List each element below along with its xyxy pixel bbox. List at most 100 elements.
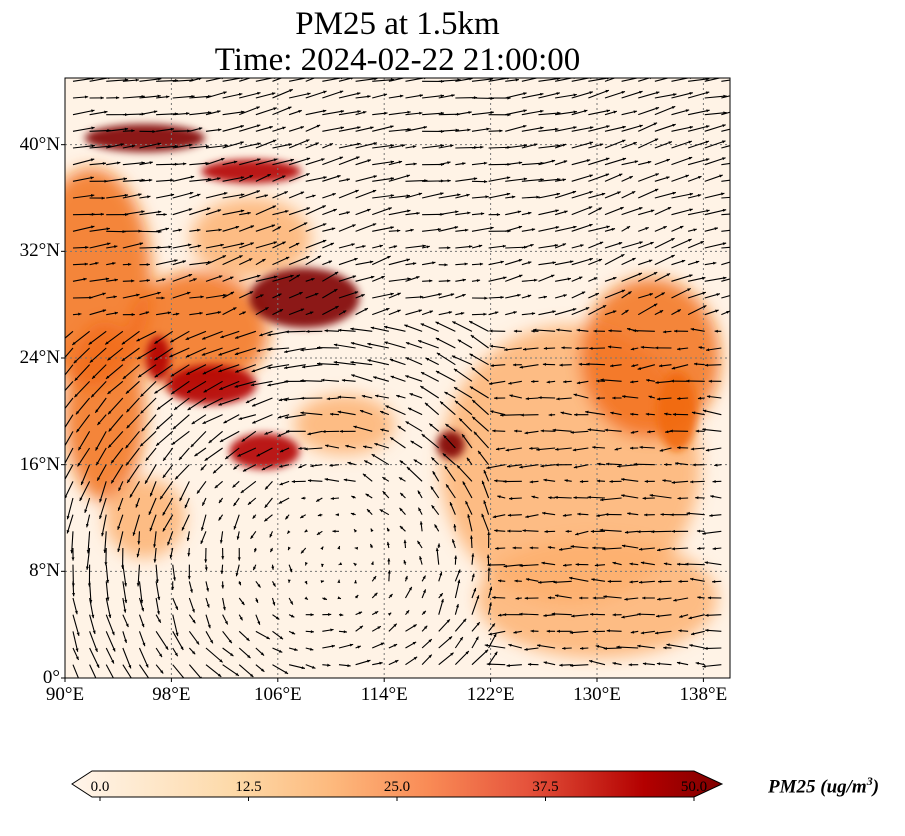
wind-arrow — [338, 257, 358, 266]
wind-arrow-head — [217, 311, 222, 315]
wind-arrow-head — [444, 465, 448, 470]
wind-arrow — [139, 230, 162, 233]
wind-arrow-head — [659, 364, 663, 368]
wind-arrow-head — [390, 226, 394, 230]
wind-arrow-head — [612, 661, 616, 665]
wind-arrow-head — [78, 312, 82, 316]
wind-arrow-head — [523, 124, 527, 128]
wind-arrow-head — [518, 259, 523, 262]
wind-arrow-head — [672, 123, 676, 127]
wind-arrow-head — [329, 463, 333, 467]
wind-arrow-head — [601, 192, 606, 196]
wind-arrow-head — [614, 447, 619, 451]
wind-arrow-head — [61, 430, 64, 433]
wind-arrow — [65, 380, 74, 392]
wind-arrow — [159, 481, 174, 500]
wind-arrow — [638, 122, 658, 132]
wind-arrow-head — [389, 593, 393, 598]
wind-arrow — [385, 405, 406, 416]
wind-arrow-head — [136, 338, 140, 342]
wind-arrow-head — [158, 78, 162, 81]
wind-arrow-head — [264, 431, 268, 435]
wind-arrow-head — [172, 577, 176, 581]
wind-arrow-head — [153, 559, 157, 563]
wind-arrow-head — [168, 245, 172, 249]
wind-arrow — [338, 126, 361, 132]
wind-arrow-head — [685, 174, 689, 178]
wind-arrow-head — [350, 341, 355, 345]
wind-arrow — [654, 237, 675, 249]
pm25-field — [56, 78, 730, 682]
wind-arrow — [721, 229, 730, 232]
wind-arrow-head — [567, 277, 571, 281]
wind-arrow-head — [221, 556, 225, 560]
wind-arrow-head — [157, 142, 161, 146]
wind-arrow-head — [646, 378, 650, 382]
wind-arrow — [172, 79, 195, 82]
wind-arrow-head — [91, 614, 95, 619]
wind-arrow-head — [118, 487, 122, 491]
wind-arrow-head — [247, 654, 251, 659]
wind-arrow-head — [331, 644, 335, 648]
wind-arrow — [301, 364, 323, 368]
wind-arrow — [95, 431, 107, 451]
wind-arrow-head — [379, 509, 384, 513]
wind-arrow-head — [354, 529, 358, 533]
wind-arrow-head — [489, 78, 494, 81]
wind-arrow — [420, 371, 439, 382]
wind-arrow-head — [354, 291, 359, 295]
wind-arrow-head — [429, 279, 433, 283]
wind-arrow-head — [301, 666, 305, 670]
wind-arrow — [105, 664, 115, 678]
wind-arrow-head — [664, 412, 668, 416]
wind-arrow — [454, 650, 470, 666]
wind-arrow — [121, 347, 140, 362]
wind-arrow — [65, 330, 74, 339]
wind-arrow-head — [462, 278, 466, 282]
wind-arrow-head — [662, 330, 667, 334]
wind-arrow-head — [523, 92, 527, 96]
wind-arrow-head — [425, 358, 430, 361]
wind-arrow-head — [95, 261, 99, 265]
wind-arrow-head — [145, 311, 150, 315]
wind-arrow-head — [317, 362, 321, 366]
wind-arrow — [702, 428, 722, 432]
wind-arrow-head — [272, 139, 277, 143]
wind-arrow-head — [390, 292, 394, 296]
wind-arrow-head — [136, 293, 140, 297]
wind-arrow — [122, 647, 132, 669]
wind-arrow-head — [698, 346, 702, 350]
wind-arrow-head — [56, 342, 59, 345]
wind-arrow-head — [633, 462, 637, 466]
wind-arrow — [571, 223, 593, 232]
wind-arrow-head — [435, 337, 440, 341]
wind-arrow-head — [107, 357, 111, 361]
wind-arrow-head — [279, 309, 283, 313]
wind-arrow-head — [484, 649, 489, 653]
wind-arrow-head — [157, 210, 162, 214]
wind-arrow-head — [573, 93, 577, 97]
wind-arrow-head — [104, 562, 108, 566]
wind-arrow-head — [508, 643, 512, 647]
wind-arrow — [204, 447, 223, 462]
y-tick-label: 40°N — [19, 133, 60, 155]
wind-arrow — [554, 126, 577, 132]
wind-arrow — [521, 93, 544, 99]
wind-arrow — [638, 188, 659, 199]
wind-arrow — [169, 347, 190, 358]
wind-arrow-head — [540, 178, 544, 182]
wind-arrow-head — [698, 176, 702, 179]
wind-arrow — [110, 464, 124, 484]
wind-arrow-head — [206, 604, 210, 608]
wind-arrow-head — [462, 481, 466, 485]
wind-arrow-head — [589, 126, 594, 130]
wind-arrow-head — [334, 271, 339, 275]
wind-arrow-head — [367, 159, 371, 163]
wind-arrow-head — [612, 613, 616, 617]
wind-arrow-head — [242, 468, 247, 472]
wind-arrow-head — [452, 539, 455, 543]
wind-arrow — [203, 380, 223, 393]
wind-arrow-head — [686, 379, 690, 383]
wind-arrow-head — [77, 679, 80, 682]
wind-arrow-head — [300, 191, 305, 195]
